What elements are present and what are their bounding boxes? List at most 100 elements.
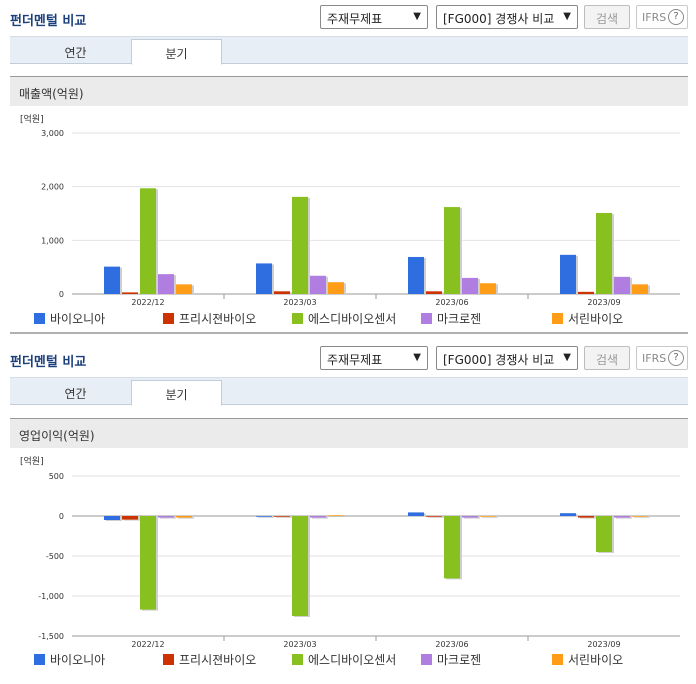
legend-item[interactable]: 마크로젠 <box>421 310 481 327</box>
ifrs-button[interactable]: IFRS ? <box>636 5 688 29</box>
help-icon[interactable]: ? <box>668 9 684 25</box>
bar <box>256 263 272 294</box>
tab-quarterly[interactable]: 분기 <box>131 380 222 406</box>
bar <box>292 196 308 294</box>
bar <box>596 212 612 294</box>
bar-shadow <box>312 517 328 519</box>
legend-label: 서린바이오 <box>568 653 624 667</box>
legend-label: 마크로젠 <box>437 653 482 667</box>
y-tick-label: 1,000 <box>41 236 64 245</box>
bar <box>408 512 424 516</box>
bar <box>426 291 442 294</box>
bar <box>140 516 156 610</box>
bar <box>140 188 156 294</box>
bar <box>578 516 594 518</box>
legend-item[interactable]: 마크로젠 <box>421 651 481 668</box>
legend-swatch <box>163 654 174 665</box>
section-header: 펀더멘털 비교 주재무제표 ▼ [FG000] 경쟁사 비교 ▼ 검색 IFRS… <box>0 341 696 377</box>
tab-quarterly[interactable]: 분기 <box>131 39 222 65</box>
bar <box>104 516 120 520</box>
section-title: 펀더멘털 비교 <box>10 14 87 29</box>
bar <box>480 283 496 294</box>
bar-shadow <box>634 517 650 518</box>
y-tick-label: 2,000 <box>41 183 64 192</box>
legend-label: 서린바이오 <box>568 312 624 326</box>
bar-shadow <box>258 517 274 518</box>
x-tick-label: 2023/06 <box>435 640 468 647</box>
unit-label: [억원] <box>20 113 44 125</box>
period-tabs: 연간 분기 <box>10 36 688 65</box>
legend-swatch <box>34 313 45 324</box>
metric-label: 영업이익(억원) <box>19 429 95 443</box>
legend-item[interactable]: 프리시젼바이오 <box>163 651 256 668</box>
bar <box>176 516 192 518</box>
bar <box>310 516 326 518</box>
x-tick-label: 2022/12 <box>131 298 164 307</box>
bar-shadow <box>464 517 480 519</box>
legend-item[interactable]: 서린바이오 <box>552 310 623 327</box>
report-type-value: 주재무제표 <box>327 12 383 26</box>
bar-shadow <box>482 517 498 518</box>
compare-group-select[interactable]: [FG000] 경쟁사 비교 ▼ <box>436 346 578 370</box>
bar-shadow <box>330 516 346 517</box>
x-tick-label: 2023/09 <box>587 640 620 647</box>
metric-header: 영업이익(억원) <box>10 418 688 448</box>
bar-shadow <box>124 293 140 295</box>
x-tick-label: 2023/09 <box>587 298 620 307</box>
legend-item[interactable]: 프리시젼바이오 <box>163 310 256 327</box>
bar <box>614 276 630 294</box>
y-tick-label: 0 <box>59 512 64 521</box>
legend-swatch <box>421 654 432 665</box>
search-button[interactable]: 검색 <box>584 5 630 29</box>
legend-item[interactable]: 에스디바이오센서 <box>292 651 396 668</box>
x-tick-label: 2023/03 <box>283 298 316 307</box>
bar <box>560 254 576 294</box>
help-icon[interactable]: ? <box>668 350 684 366</box>
bar-shadow <box>160 517 176 519</box>
legend-item[interactable]: 에스디바이오센서 <box>292 310 396 327</box>
chart-legend: 바이오니아 프리시젼바이오 에스디바이오센서 마크로젠 서린바이오 <box>0 651 696 671</box>
x-tick-label: 2023/06 <box>435 298 468 307</box>
legend-swatch <box>292 313 303 324</box>
y-tick-label: -1,500 <box>38 632 64 641</box>
compare-group-value: [FG000] 경쟁사 비교 <box>443 353 555 367</box>
legend-label: 에스디바이오센서 <box>308 312 397 326</box>
legend-label: 바이오니아 <box>50 312 106 326</box>
legend-item[interactable]: 바이오니아 <box>34 651 105 668</box>
chevron-down-icon: ▼ <box>413 352 421 363</box>
report-type-select[interactable]: 주재무제표 ▼ <box>320 5 428 29</box>
legend-label: 바이오니아 <box>50 653 106 667</box>
legend-swatch <box>163 313 174 324</box>
x-tick-label: 2022/12 <box>131 640 164 647</box>
search-button[interactable]: 검색 <box>584 346 630 370</box>
compare-group-select[interactable]: [FG000] 경쟁사 비교 ▼ <box>436 5 578 29</box>
revenue-chart: [억원] 0 1,000 2,000 3,000 2022/12 2023/03 2023/0… <box>20 113 680 307</box>
tab-annual[interactable]: 연간 <box>64 387 87 401</box>
legend-label: 에스디바이오센서 <box>308 653 397 667</box>
y-tick-label: -1,000 <box>38 592 64 601</box>
legend-label: 프리시젼바이오 <box>179 653 257 667</box>
period-tabs: 연간 분기 <box>10 377 688 406</box>
report-type-select[interactable]: 주재무제표 ▼ <box>320 346 428 370</box>
bar <box>632 284 648 294</box>
bar <box>158 274 174 294</box>
report-type-value: 주재무제표 <box>327 353 383 367</box>
fundamental-compare-section-revenue: 펀더멘털 비교 주재무제표 ▼ [FG000] 경쟁사 비교 ▼ 검색 IFRS… <box>0 0 696 340</box>
bar <box>122 516 138 520</box>
legend-swatch <box>552 654 563 665</box>
ifrs-button[interactable]: IFRS ? <box>636 346 688 370</box>
legend-item[interactable]: 바이오니아 <box>34 310 105 327</box>
bar <box>596 516 612 552</box>
chevron-down-icon: ▼ <box>413 11 421 22</box>
bar <box>328 282 344 294</box>
fundamental-compare-section-operating-profit: 펀더멘털 비교 주재무제표 ▼ [FG000] 경쟁사 비교 ▼ 검색 IFRS… <box>0 341 696 684</box>
bar <box>444 207 460 294</box>
y-tick-label: 3,000 <box>41 129 64 138</box>
legend-item[interactable]: 서린바이오 <box>552 651 623 668</box>
y-tick-label: 0 <box>59 290 64 299</box>
tab-annual[interactable]: 연간 <box>64 46 87 60</box>
metric-header: 매출액(억원) <box>10 76 688 106</box>
bar-shadow <box>616 517 632 519</box>
bar <box>444 516 460 579</box>
ifrs-label: IFRS <box>642 11 667 24</box>
